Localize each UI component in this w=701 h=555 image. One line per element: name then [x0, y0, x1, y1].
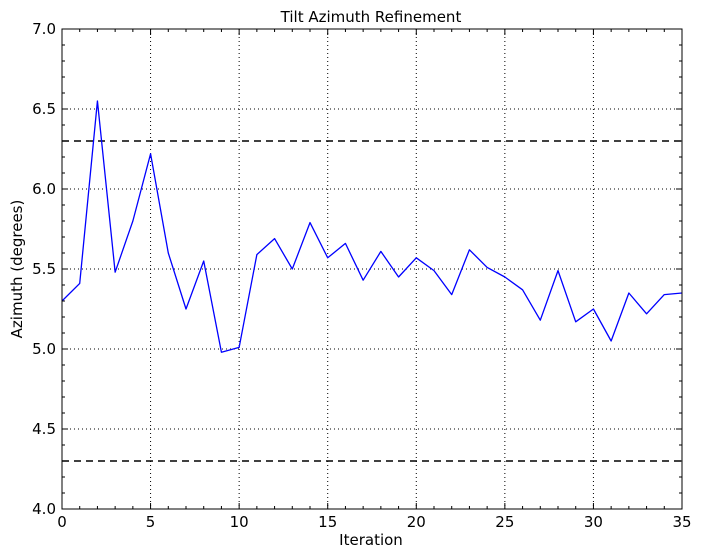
series-layer [61, 100, 683, 353]
x-axis-label: Iteration [339, 531, 403, 549]
chart-title: Tilt Azimuth Refinement [280, 8, 462, 26]
y-axis-label: Azimuth (degrees) [8, 200, 26, 339]
series-line [61, 100, 683, 353]
x-tick-label: 5 [146, 513, 156, 531]
x-tick-label: 10 [230, 513, 249, 531]
y-tick-label: 5.0 [32, 340, 56, 358]
grid-layer [62, 29, 682, 509]
y-tick-labels: 4.0 4.5 5.0 5.5 6.0 6.5 7.0 [32, 20, 56, 518]
x-tick-labels: 0 5 10 15 20 25 30 35 [57, 513, 691, 531]
y-tick-label: 4.0 [32, 500, 56, 518]
reference-lines [62, 140, 682, 462]
y-tick-label: 6.0 [32, 180, 56, 198]
tick-marks [61, 28, 683, 510]
x-tick-label: 20 [407, 513, 426, 531]
x-tick-label: 25 [495, 513, 514, 531]
x-tick-label: 35 [672, 513, 691, 531]
y-tick-label: 4.5 [32, 420, 56, 438]
x-tick-label: 30 [584, 513, 603, 531]
y-tick-label: 5.5 [32, 260, 56, 278]
y-tick-label: 7.0 [32, 20, 56, 38]
y-tick-label: 6.5 [32, 100, 56, 118]
x-tick-label: 0 [57, 513, 67, 531]
x-tick-label: 15 [318, 513, 337, 531]
